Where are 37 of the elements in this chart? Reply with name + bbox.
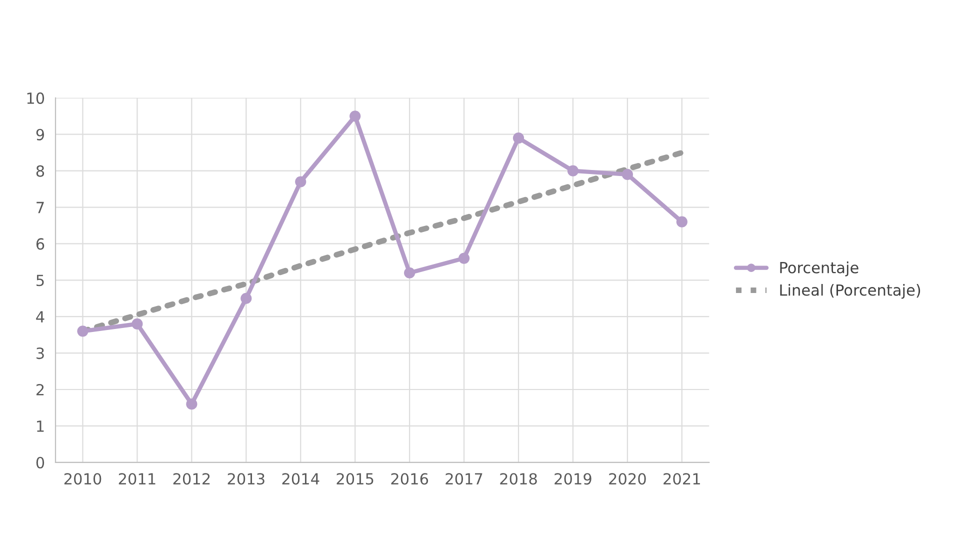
- y-tick-label: 4: [36, 311, 44, 322]
- point: [512, 132, 524, 144]
- x-tick-label: 2018: [500, 473, 537, 485]
- x-tick-label: 2016: [391, 473, 428, 485]
- y-tick-label: 2: [36, 384, 44, 396]
- x-tick-label: 2011: [118, 473, 156, 485]
- point: [295, 176, 306, 188]
- y-tick-label: 10: [27, 92, 44, 104]
- x-tick-label: 2019: [554, 473, 592, 485]
- point: [404, 267, 416, 278]
- y-tick-label: 0: [36, 456, 44, 468]
- y-tick-label: 6: [36, 238, 44, 250]
- point: [622, 168, 633, 180]
- legend-label: Porcentaje: [780, 262, 858, 276]
- x-tick-label: 2015: [336, 473, 374, 485]
- legend-label: Lineal (Porcentaje): [780, 284, 920, 299]
- x-tick-label: 2020: [609, 473, 646, 485]
- x-tick-label: 2014: [282, 473, 320, 485]
- point: [567, 165, 579, 176]
- point: [676, 216, 688, 228]
- y-tick-label: 3: [36, 348, 44, 360]
- x-tick-label: 2013: [228, 473, 264, 485]
- point: [350, 110, 361, 122]
- x-tick-label: 2021: [664, 473, 700, 485]
- y-tick-label: 9: [36, 128, 44, 140]
- x-tick-label: 2017: [446, 473, 482, 485]
- y-tick-label: 7: [36, 202, 44, 214]
- y-tick-label: 5: [36, 274, 44, 286]
- x-tick-label: 2010: [64, 473, 102, 485]
- point: [240, 292, 252, 304]
- y-tick-label: 8: [36, 165, 44, 177]
- point: [77, 326, 88, 337]
- point: [458, 252, 470, 264]
- point: [132, 318, 143, 330]
- point: [186, 398, 198, 410]
- x-tick-label: 2012: [173, 473, 210, 485]
- y-tick-label: 1: [37, 420, 44, 432]
